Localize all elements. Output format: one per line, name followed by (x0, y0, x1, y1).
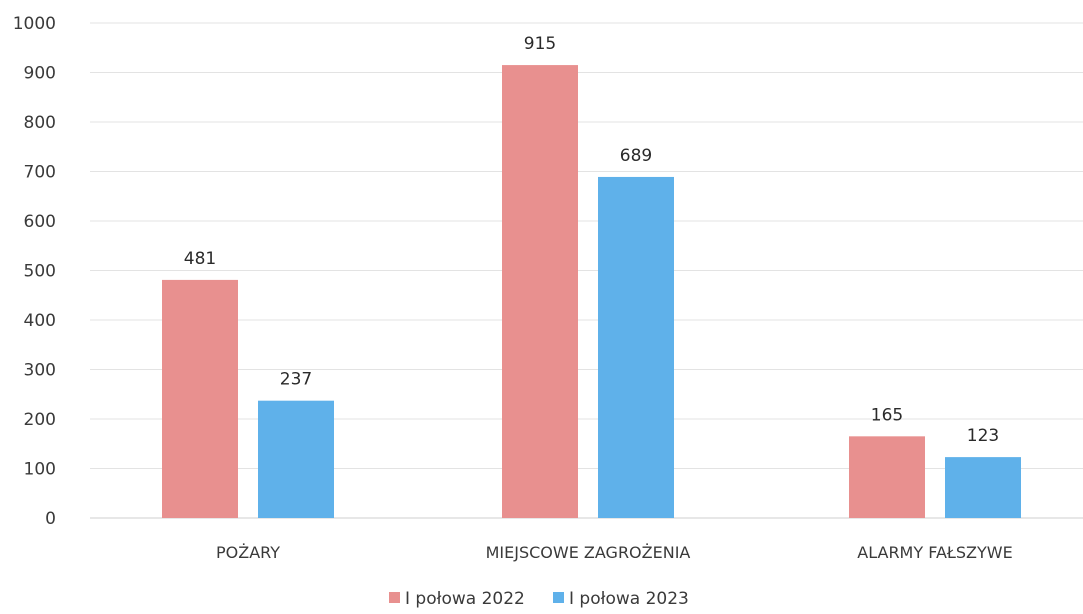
data-label: 689 (620, 146, 652, 166)
y-tick-label: 700 (24, 163, 56, 183)
category-label: ALARMY FAŁSZYWE (857, 543, 1012, 562)
data-label: 165 (871, 405, 903, 425)
bar (849, 436, 925, 518)
data-label: 915 (524, 34, 556, 54)
y-tick-label: 400 (24, 311, 56, 331)
gridlines (90, 23, 1083, 518)
legend-label: I połowa 2023 (569, 589, 689, 609)
y-tick-label: 0 (45, 509, 56, 529)
bar (945, 457, 1021, 518)
y-tick-label: 300 (24, 361, 56, 381)
bars (162, 65, 1021, 518)
y-tick-label: 800 (24, 113, 56, 133)
legend-label: I połowa 2022 (405, 589, 525, 609)
data-label: 237 (280, 370, 312, 390)
bar (502, 65, 578, 518)
bar (258, 401, 334, 518)
y-tick-label: 100 (24, 460, 56, 480)
y-tick-label: 200 (24, 410, 56, 430)
x-axis-category-labels: POŻARY MIEJSCOWE ZAGROŻENIA ALARMY FAŁSZYW… (216, 543, 1013, 562)
data-labels: 481 237 915 689 165 123 (184, 34, 999, 446)
y-axis-tick-labels: 0 100 200 300 400 500 600 700 800 900 1000 (13, 14, 56, 529)
legend-swatch (389, 592, 400, 603)
y-tick-label: 1000 (13, 14, 56, 34)
data-label: 123 (967, 426, 999, 446)
legend-swatch (553, 592, 564, 603)
y-tick-label: 500 (24, 262, 56, 282)
y-tick-label: 600 (24, 212, 56, 232)
legend: I połowa 2022 I połowa 2023 (389, 589, 689, 609)
data-label: 481 (184, 249, 216, 269)
bar (162, 280, 238, 518)
y-tick-label: 900 (24, 64, 56, 84)
category-label: MIEJSCOWE ZAGROŻENIA (486, 543, 691, 562)
category-label: POŻARY (216, 543, 280, 562)
bar (598, 177, 674, 518)
